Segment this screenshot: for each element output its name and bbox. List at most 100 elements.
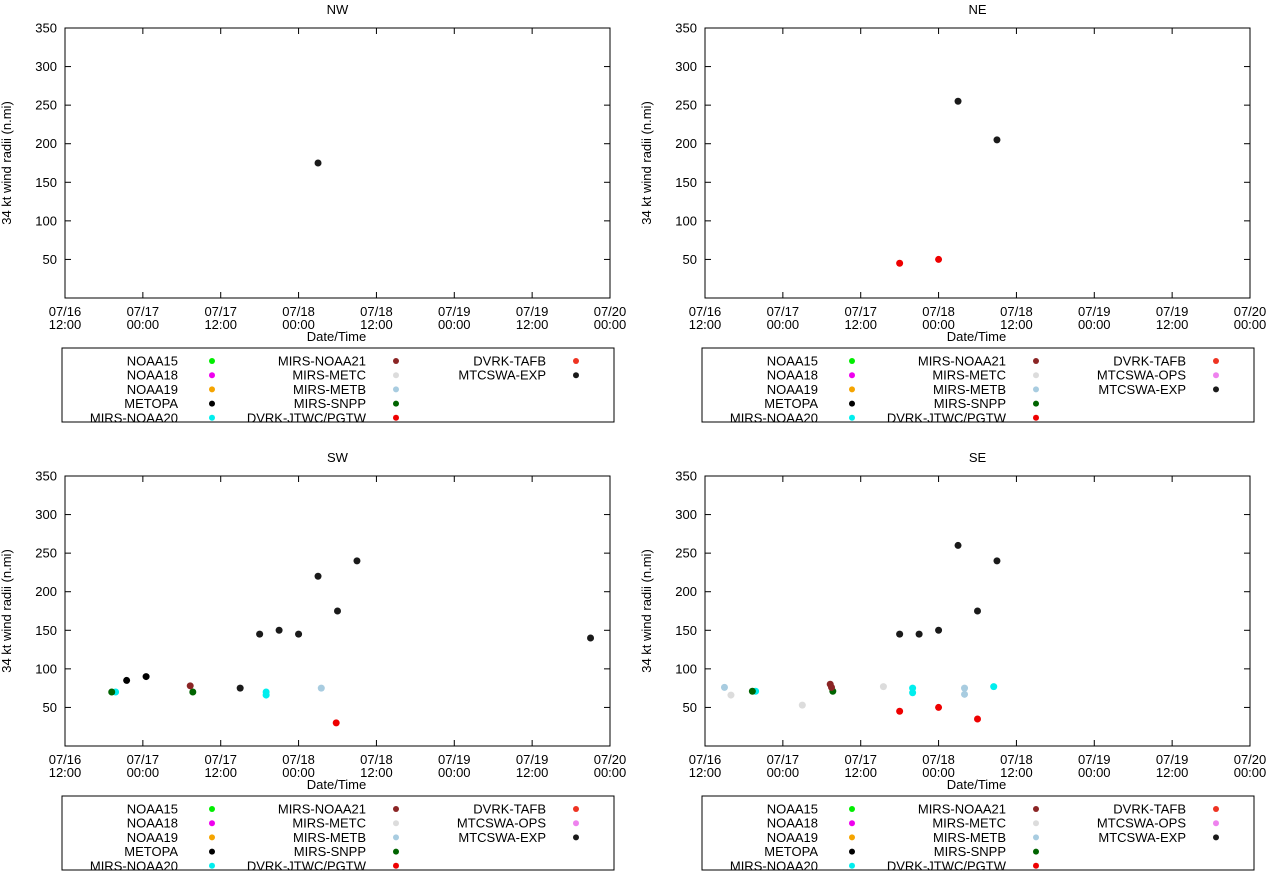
legend-marker	[849, 806, 855, 812]
x-tick-label-date: 07/20	[1234, 752, 1267, 767]
x-tick-label-time: 12:00	[1156, 317, 1189, 332]
y-axis-label: 34 kt wind radii (n.mi)	[639, 101, 654, 225]
legend-label: MIRS-SNPP	[294, 396, 366, 411]
legend-marker	[209, 358, 215, 364]
x-tick-label-date: 07/19	[1078, 304, 1111, 319]
legend-marker	[1033, 848, 1039, 855]
legend-label: MIRS-SNPP	[934, 396, 1006, 411]
x-tick-label-date: 07/18	[922, 752, 955, 767]
legend-label: MIRS-METB	[933, 830, 1006, 845]
legend-label: MIRS-NOAA21	[918, 354, 1006, 369]
legend-marker	[393, 848, 399, 855]
x-tick-label-date: 07/18	[922, 304, 955, 319]
data-point-mtcswa-exp	[954, 97, 962, 105]
legend-label: MIRS-NOAA21	[918, 802, 1006, 817]
legend-marker	[1033, 806, 1039, 812]
y-tick-label: 250	[35, 98, 57, 113]
x-tick-label-date: 07/16	[49, 752, 82, 767]
legend-marker	[1033, 372, 1039, 379]
data-point-dvrk-jtwc-pgtw	[974, 715, 981, 723]
x-tick-label-date: 07/19	[516, 304, 549, 319]
data-point-dvrk-jtwc-pgtw	[935, 255, 943, 263]
legend-marker	[573, 820, 579, 827]
data-point-metopa	[142, 673, 150, 681]
data-point-dvrk-jtwc-pgtw	[332, 719, 340, 727]
x-tick-label-time: 00:00	[594, 765, 627, 780]
legend-marker	[393, 386, 399, 393]
x-tick-label-date: 07/17	[844, 304, 877, 319]
data-point-mirs-metb	[961, 690, 969, 698]
data-point-dvrk-jtwc-pgtw	[896, 707, 904, 715]
x-axis-label: Date/Time	[947, 777, 1006, 792]
y-tick-label: 50	[43, 252, 57, 267]
x-tick-label-date: 07/17	[767, 304, 800, 319]
legend-label: MIRS-METC	[292, 368, 366, 383]
y-tick-label: 200	[675, 584, 697, 599]
legend-label: NOAA15	[127, 802, 178, 817]
y-tick-label: 200	[675, 136, 697, 151]
y-tick-label: 100	[675, 213, 697, 228]
x-tick-label-date: 07/17	[127, 752, 160, 767]
legend-marker	[1213, 834, 1219, 841]
legend-label: MIRS-NOAA20	[730, 858, 818, 871]
x-tick-label-date: 07/18	[360, 752, 393, 767]
y-axis-label: 34 kt wind radii (n.mi)	[0, 549, 14, 673]
x-tick-label-date: 07/17	[767, 752, 800, 767]
legend-label: NOAA15	[767, 354, 818, 369]
x-tick-label-time: 00:00	[127, 765, 160, 780]
x-tick-label-date: 07/16	[49, 304, 82, 319]
legend-label: DVRK-TAFB	[1113, 354, 1186, 369]
legend-marker	[849, 848, 855, 855]
legend-label: DVRK-TAFB	[473, 354, 546, 369]
x-tick-label-date: 07/17	[844, 752, 877, 767]
legend-marker	[1033, 834, 1039, 841]
legend-box	[701, 795, 1255, 871]
data-point-metopa	[123, 676, 131, 684]
data-point-mirs-noaa20	[909, 689, 917, 697]
legend-marker	[209, 372, 215, 379]
y-tick-label: 150	[675, 175, 697, 190]
legend-marker	[573, 806, 579, 812]
legend-marker	[393, 862, 399, 869]
plot-frame	[64, 27, 611, 299]
data-point-mtcswa-exp	[954, 541, 962, 549]
legend-marker	[849, 372, 855, 379]
x-tick-label-time: 00:00	[922, 765, 955, 780]
x-tick-label-time: 00:00	[1078, 765, 1111, 780]
legend-label: MIRS-NOAA20	[90, 858, 178, 871]
data-point-mirs-noaa20	[990, 683, 998, 691]
legend-marker	[1033, 400, 1039, 407]
y-tick-label: 250	[675, 98, 697, 113]
y-tick-label: 50	[683, 252, 697, 267]
legend-label: NOAA18	[127, 368, 178, 383]
y-axis-label: 34 kt wind radii (n.mi)	[0, 101, 14, 225]
y-tick-label: 250	[675, 546, 697, 561]
x-tick-label-date: 07/19	[1156, 752, 1189, 767]
legend-marker	[393, 358, 399, 364]
legend-label: DVRK-JTWC/PGTW	[247, 858, 367, 871]
legend-marker	[209, 848, 215, 855]
legend-marker	[209, 386, 215, 393]
x-tick-label-date: 07/19	[438, 752, 471, 767]
legend-label: MTCSWA-EXP	[458, 830, 546, 845]
x-tick-label-time: 00:00	[1234, 765, 1267, 780]
legend-label: NOAA18	[767, 816, 818, 831]
data-point-mtcswa-exp	[915, 630, 923, 638]
y-tick-label: 100	[675, 661, 697, 676]
data-point-mtcswa-exp	[314, 572, 322, 580]
y-tick-label: 150	[35, 175, 57, 190]
x-tick-label-date: 07/19	[1156, 304, 1189, 319]
data-point-mirs-metb	[720, 683, 728, 691]
panel-ne: NE5010015020025030035007/1612:0007/1700:…	[639, 2, 1266, 425]
y-tick-label: 300	[675, 507, 697, 522]
x-tick-label-date: 07/18	[1000, 752, 1033, 767]
x-tick-label-time: 12:00	[49, 765, 82, 780]
x-tick-label-time: 00:00	[1234, 317, 1267, 332]
legend-label: METOPA	[124, 844, 178, 859]
data-point-mtcswa-exp	[587, 634, 595, 642]
x-tick-label-date: 07/16	[689, 304, 722, 319]
legend-marker	[1033, 386, 1039, 393]
panel-nw: NW5010015020025030035007/1612:0007/1700:…	[0, 2, 626, 425]
legend-label: METOPA	[124, 396, 178, 411]
legend-marker	[1033, 358, 1039, 364]
